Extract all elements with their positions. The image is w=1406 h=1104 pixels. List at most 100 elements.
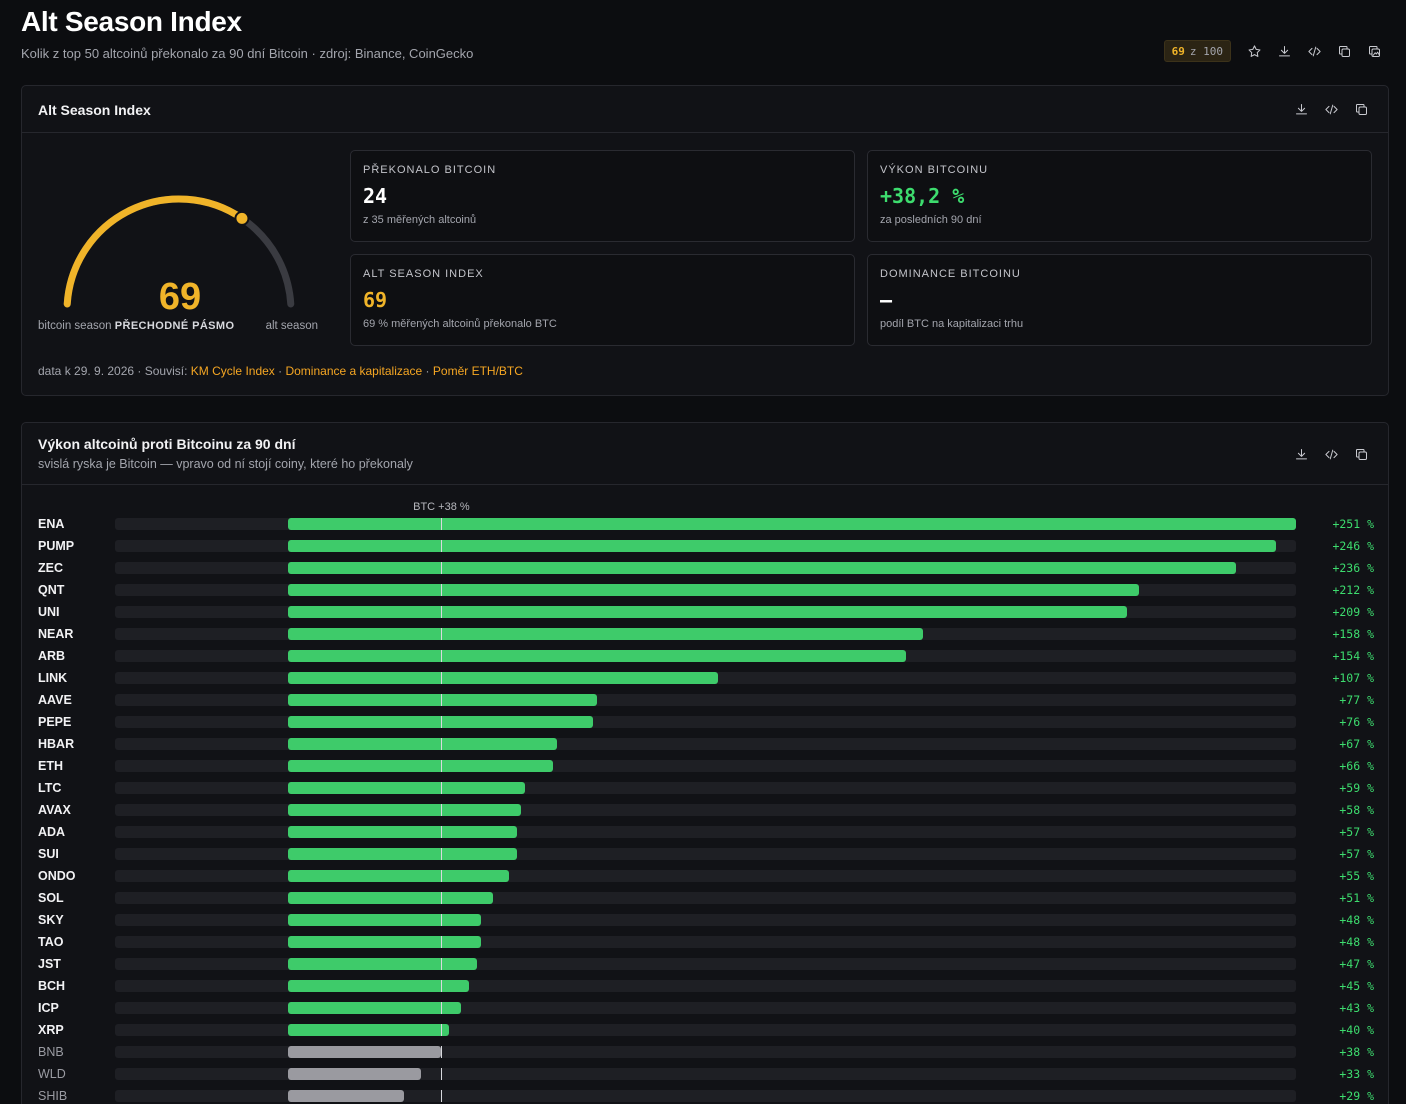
link-eth-btc-ratio[interactable]: Poměr ETH/BTC [432,364,523,378]
chart-row-value: +57 % [1339,825,1374,839]
chart-row-uni: UNI +209 % [22,601,1388,623]
chart-bar [288,518,1296,530]
chart-row-symbol: UNI [38,605,60,619]
chart-bar [288,1068,421,1080]
btc-reference-label: BTC +38 % [413,501,470,513]
score-badge-value: 69 [1171,44,1185,58]
chart-row-symbol: SKY [38,913,64,927]
chart-bar [288,716,594,728]
stat-label: PŘEKONALO BITCOIN [363,164,497,176]
index-copy-button[interactable] [1350,98,1372,120]
chart-row-symbol: HBAR [38,737,75,751]
btc-reference-tick [441,914,443,926]
btc-reference-tick [441,1090,443,1102]
download-button[interactable] [1273,40,1295,62]
btc-reference-tick [441,804,443,816]
chart-row-eth: ETH +66 % [22,755,1388,777]
stat-outperformed: PŘEKONALO BITCOIN 24 z 35 měřených altco… [350,150,855,242]
btc-reference-tick [441,540,443,552]
chart-bar [288,804,521,816]
link-km-cycle-index[interactable]: KM Cycle Index [190,364,275,378]
chart-bar [288,562,1236,574]
chart-row-symbol: BCH [38,979,66,993]
alt-season-gauge: 69 [38,148,322,348]
stat-btc-performance: VÝKON BITCOINU +38,2 % za posledních 90 … [867,150,1372,242]
chart-row-symbol: LINK [38,671,68,685]
chart-row-symbol: PUMP [38,539,75,553]
chart-row-value: +236 % [1332,561,1374,575]
chart-row-value: +246 % [1332,539,1374,553]
code-icon [1324,104,1338,114]
star-icon [1248,44,1260,57]
btc-reference-tick [441,1002,443,1014]
chart-row-tao: TAO +48 % [22,931,1388,953]
chart-row-symbol: ENA [38,517,65,531]
index-embed-button[interactable] [1320,98,1342,120]
chart-bar [288,980,469,992]
chart-bar [288,760,554,772]
chart-row-xrp: XRP +40 % [22,1019,1388,1041]
stat-value: 69 [363,288,388,312]
chart-row-symbol: ZEC [38,561,63,575]
chart-row-value: +45 % [1339,979,1374,993]
chart-copy-button[interactable] [1350,443,1372,465]
chart-row-symbol: PEPE [38,715,72,729]
chart-bar [288,1046,441,1058]
embed-button[interactable] [1303,40,1325,62]
stat-note: za posledních 90 dní [880,214,982,226]
link-separator: · [422,364,433,378]
chart-row-sui: SUI +57 % [22,843,1388,865]
data-date-text: data k 29. 9. 2026 · Souvisí: [38,364,191,378]
btc-reference-tick [441,1046,443,1058]
btc-reference-tick [441,694,443,706]
chart-download-button[interactable] [1290,443,1312,465]
favorite-button[interactable] [1243,40,1265,62]
index-download-button[interactable] [1290,98,1312,120]
chart-bar [288,540,1276,552]
chart-row-symbol: XRP [38,1023,64,1037]
performance-card-toolbar [1290,443,1372,465]
chart-row-symbol: ADA [38,825,66,839]
image-export-button[interactable] [1363,40,1385,62]
chart-embed-button[interactable] [1320,443,1342,465]
chart-row-value: +209 % [1332,605,1374,619]
chart-bar [288,870,509,882]
performance-card-title: Výkon altcoinů proti Bitcoinu za 90 dní [38,436,296,452]
chart-row-symbol: NEAR [38,627,74,641]
copy-button[interactable] [1333,40,1355,62]
download-icon [1295,448,1307,459]
btc-reference-tick [441,782,443,794]
chart-bar [288,936,481,948]
btc-reference-tick [441,584,443,596]
chart-row-value: +48 % [1339,913,1374,927]
stat-note: 69 % měřených altcoinů překonalo BTC [363,318,557,330]
chart-row-bch: BCH +45 % [22,975,1388,997]
chart-row-value: +48 % [1339,935,1374,949]
btc-reference-tick [441,1024,443,1036]
stat-btc-dominance: DOMINANCE BITCOINU – podíl BTC na kapita… [867,254,1372,346]
btc-reference-tick [441,672,443,684]
chart-bar [288,672,718,684]
chart-row-symbol: ARB [38,649,66,663]
btc-reference-tick [441,628,443,640]
btc-reference-tick [441,958,443,970]
btc-reference-tick [441,562,443,574]
btc-reference-tick [441,870,443,882]
chart-bar-track [115,1090,1296,1102]
copy-icon [1338,45,1350,57]
chart-row-near: NEAR +158 % [22,623,1388,645]
chart-row-value: +57 % [1339,847,1374,861]
stat-value: – [880,288,893,312]
gauge-marker [234,210,250,226]
stat-note: podíl BTC na kapitalizaci trhu [880,318,1024,330]
chart-row-ltc: LTC +59 % [22,777,1388,799]
chart-row-symbol: LTC [38,781,62,795]
download-icon [1295,103,1307,114]
chart-row-value: +58 % [1339,803,1374,817]
stat-label: DOMINANCE BITCOINU [880,268,1021,280]
btc-reference-tick [441,738,443,750]
index-card-toolbar [1290,98,1372,120]
chart-row-ada: ADA +57 % [22,821,1388,843]
chart-row-value: +55 % [1339,869,1374,883]
link-dominance-capitalization[interactable]: Dominance a kapitalizace [285,364,423,378]
